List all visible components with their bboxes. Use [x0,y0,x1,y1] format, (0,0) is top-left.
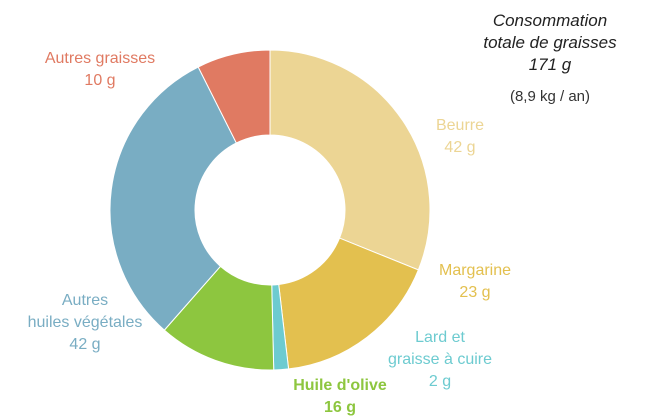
donut-slice [278,237,420,370]
donut-slice [269,49,431,271]
slice-value-label: 2 g [428,373,452,390]
slice-label: Lard et graisse à cuire [387,329,493,368]
chart-title: Consommation totale de graisses 171 g [483,11,617,74]
slice-value-label: 10 g [84,72,116,89]
slice-value-label: 42 g [69,336,101,353]
slice-label: Beurre [435,117,485,134]
chart-subtitle: (8,9 kg / an) [509,88,591,105]
donut-slice [109,66,238,331]
slice-label: Autres graisses [44,50,156,67]
slice-value-label: 23 g [459,284,491,301]
slice-label: Huile d'olive [293,377,387,394]
donut-slice [197,49,271,144]
slice-value-label: 16 g [323,399,356,416]
slice-value-label: 42 g [444,139,476,156]
slice-label: Margarine [438,262,512,279]
slice-label: Autres huiles végétales [27,292,143,331]
